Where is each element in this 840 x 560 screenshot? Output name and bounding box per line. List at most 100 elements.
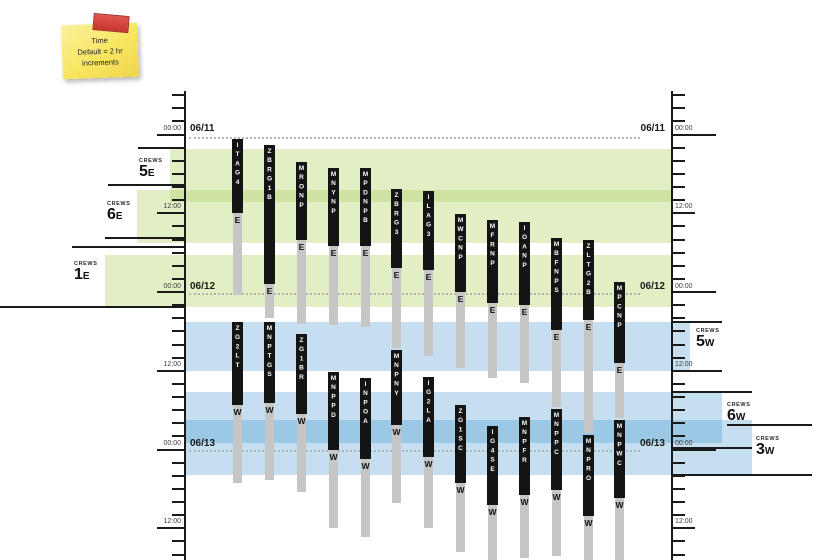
- train-id-label: ZBRG3: [393, 192, 400, 238]
- left-axis-date-label: 06/11: [190, 122, 215, 134]
- train-id-label: MRONP: [298, 165, 305, 211]
- train-tail-MPCNP: [615, 363, 624, 418]
- train-tail-ZG1SC: [456, 483, 465, 552]
- right-axis-tick: [671, 133, 716, 136]
- crew-direction: E: [147, 168, 155, 179]
- right-axis-tick: [671, 264, 685, 267]
- train-bar-IOANP[interactable]: IOANP: [519, 222, 530, 305]
- train-bar-IG4SE[interactable]: IG4SE: [487, 426, 498, 505]
- left-axis-tick: [172, 487, 185, 490]
- date-dotted-line: [189, 449, 640, 452]
- train-bar-MNPFR[interactable]: MNPFR: [519, 417, 530, 495]
- train-bar-ZG1BR[interactable]: ZG1BR: [296, 334, 307, 414]
- left-axis-time-label: 00:00: [163, 282, 181, 290]
- train-id-label: ILAG3: [425, 194, 432, 240]
- train-tail-MRONP: [297, 240, 306, 324]
- train-bar-MNPNY[interactable]: MNPNY: [391, 350, 402, 425]
- train-bar-ITAG4[interactable]: ITAG4: [232, 139, 243, 213]
- train-id-label: MNYNP: [330, 171, 337, 217]
- train-bar-MNPPC[interactable]: MNPPC: [551, 409, 562, 490]
- right-axis-tick: [671, 487, 685, 490]
- crews-caption: CREWS: [756, 436, 780, 442]
- right-axis-date-label: 06/13: [639, 437, 665, 449]
- train-tail-MNPNY: [392, 425, 401, 503]
- train-bar-ZBRG1B[interactable]: ZBRG1B: [264, 145, 275, 284]
- left-axis-tick: [172, 186, 185, 188]
- right-axis-tick: [671, 238, 685, 241]
- left-axis-time-label: 12:00: [163, 361, 181, 368]
- direction-label: E: [393, 270, 400, 280]
- left-axis-tick: [172, 251, 185, 254]
- direction-label: E: [425, 272, 432, 282]
- direction-label: W: [520, 497, 529, 507]
- right-axis-tick: [671, 356, 685, 359]
- train-tail-ZLTG2B: [584, 320, 593, 433]
- train-tail-MNYNP: [329, 246, 338, 325]
- crews-caption: CREWS: [74, 261, 98, 267]
- train-bar-MNYNP[interactable]: MNYNP: [328, 168, 339, 246]
- right-axis-tick: [671, 225, 685, 228]
- train-bar-MFRNP[interactable]: MFRNP: [487, 220, 498, 303]
- crew-number: 5W: [696, 333, 715, 350]
- train-bar-ZBRG3[interactable]: ZBRG3: [391, 189, 402, 268]
- crew-number: 6W: [727, 407, 746, 424]
- train-id-label: ITAG4: [234, 142, 241, 188]
- train-id-label: MNPPD: [330, 375, 337, 421]
- train-tail-MFRNP: [488, 303, 497, 378]
- train-bar-MPDNPB[interactable]: MPDNPB: [360, 168, 371, 246]
- train-bar-MRONP[interactable]: MRONP: [296, 162, 307, 240]
- right-axis-time-label: 12:00: [675, 518, 693, 525]
- direction-label: W: [392, 427, 401, 437]
- right-axis-time-label: 00:00: [675, 124, 693, 132]
- direction-label: W: [488, 507, 497, 517]
- train-bar-MWCNP[interactable]: MWCNP: [455, 214, 466, 292]
- left-axis-tick: [172, 159, 185, 162]
- train-tail-MNPFR: [520, 495, 529, 558]
- train-bar-MNPTGS[interactable]: MNPTGS: [264, 322, 275, 403]
- right-axis-tick: [671, 396, 685, 398]
- crew-5E-6E-overlap: [170, 190, 672, 202]
- train-bar-ZG1SC[interactable]: ZG1SC: [455, 405, 466, 483]
- left-axis-tick: [172, 172, 185, 175]
- train-bar-ZLTG2B[interactable]: ZLTG2B: [583, 240, 594, 320]
- train-id-label: INPOA: [362, 381, 369, 427]
- crew-direction: W: [764, 446, 775, 457]
- right-axis-tick: [671, 422, 685, 425]
- train-bar-IG2LA[interactable]: IG2LA: [423, 377, 434, 457]
- crew-box-line: [138, 147, 186, 149]
- train-tail-MNPWC: [615, 498, 624, 560]
- train-tail-ZG2LT: [233, 405, 242, 483]
- left-axis-tick: [172, 264, 185, 267]
- train-bar-MNPRO[interactable]: MNPRO: [583, 435, 594, 516]
- right-axis-tick: [671, 107, 685, 110]
- train-bar-MPCNP[interactable]: MPCNP: [614, 282, 625, 363]
- left-axis-tick: [172, 330, 185, 333]
- right-axis-tick: [671, 501, 685, 503]
- right-axis-time-label: 12:00: [675, 203, 693, 210]
- train-id-label: MNPWC: [616, 423, 623, 469]
- left-axis-tick: [172, 409, 185, 412]
- train-id-label: IG2LA: [425, 380, 432, 426]
- left-axis-tick: [157, 369, 185, 372]
- train-bar-ILAG3[interactable]: ILAG3: [423, 191, 434, 270]
- right-axis-tick: [671, 461, 685, 464]
- train-bar-MNPWC[interactable]: MNPWC: [614, 420, 625, 498]
- date-dotted-line: [189, 292, 640, 295]
- train-bar-ZG2LT[interactable]: ZG2LT: [232, 322, 243, 405]
- train-bar-MNPPD[interactable]: MNPPD: [328, 372, 339, 450]
- crew-box-line: [671, 391, 752, 393]
- train-tail-MNPPD: [329, 450, 338, 528]
- train-bar-INPOA[interactable]: INPOA: [360, 378, 371, 459]
- crew-box-line: [671, 447, 752, 449]
- crew-label-6W: CREWS 6W: [727, 402, 750, 425]
- direction-label: W: [361, 461, 370, 471]
- direction-label: W: [424, 459, 433, 469]
- crew-label-1E: CREWS 1E: [74, 261, 97, 284]
- direction-label: W: [456, 485, 465, 495]
- direction-label: E: [362, 248, 369, 258]
- direction-label: W: [265, 405, 274, 415]
- train-id-label: IOANP: [521, 225, 528, 271]
- crew-box-line: [108, 184, 186, 186]
- train-bar-MBFNPS[interactable]: MBFNPS: [551, 238, 562, 330]
- train-id-label: ZG1SC: [457, 408, 464, 454]
